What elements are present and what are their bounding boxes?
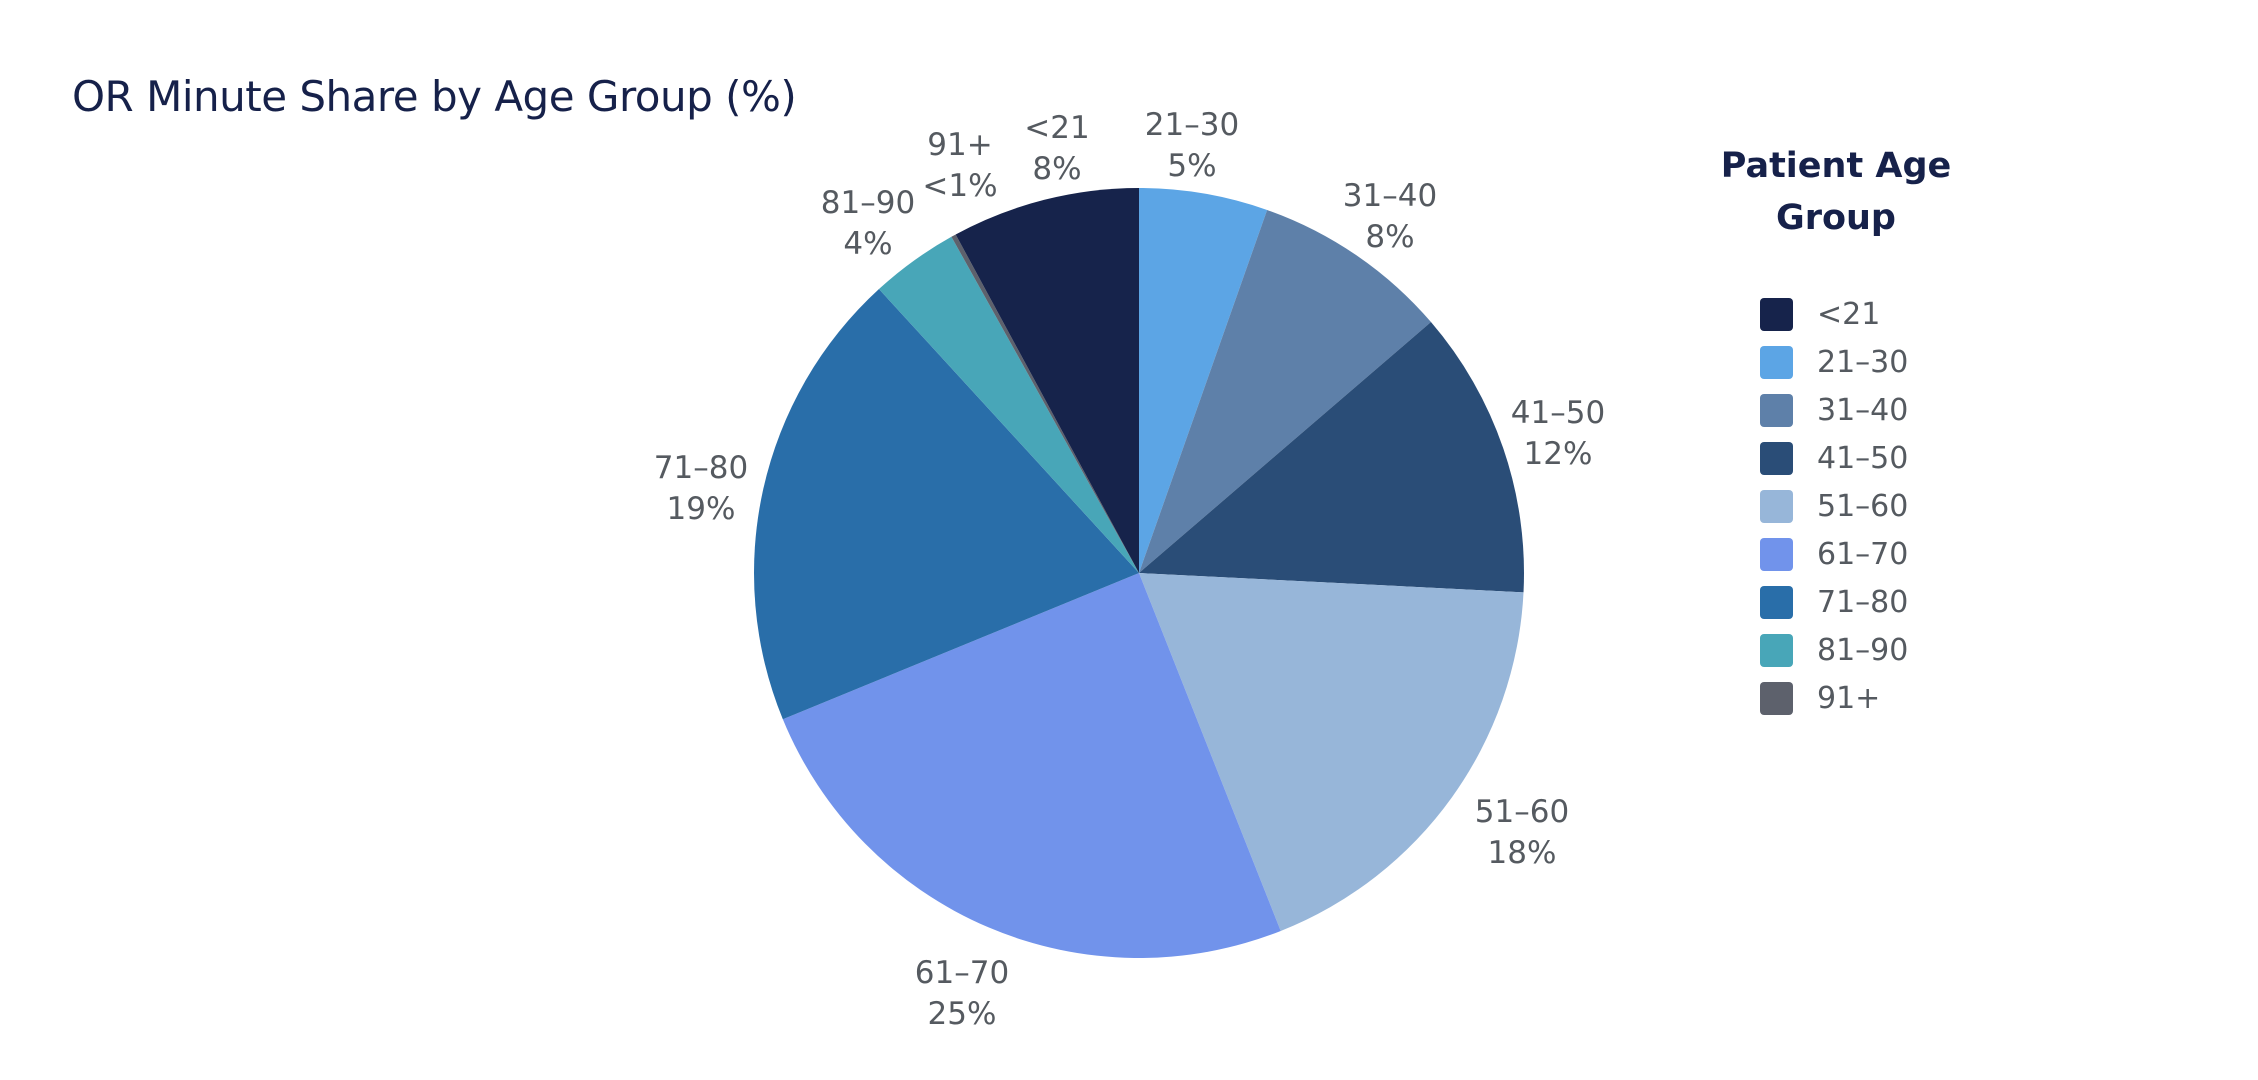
data-label-category: 61–70 xyxy=(915,955,1009,991)
data-label-category: 21–30 xyxy=(1145,107,1239,143)
legend-swatch xyxy=(1760,345,1793,379)
data-label-value: 12% xyxy=(1524,436,1593,472)
pie-slice xyxy=(951,234,1139,573)
legend-label: 81–90 xyxy=(1817,632,1909,668)
legend-item: 31–40 xyxy=(1760,392,1908,428)
data-label-value: 4% xyxy=(843,226,892,262)
legend-item: 21–30 xyxy=(1760,344,1908,380)
pie-slice xyxy=(782,573,1281,958)
legend-label: 31–40 xyxy=(1817,392,1909,428)
legend-label: 21–30 xyxy=(1817,344,1909,380)
pie-slice xyxy=(1139,322,1524,593)
data-label-value: 19% xyxy=(667,491,736,527)
legend-label: 51–60 xyxy=(1817,488,1909,524)
data-label-category: 81–90 xyxy=(821,185,915,221)
legend-label: 91+ xyxy=(1817,680,1881,716)
pie-slice xyxy=(878,236,1139,574)
pie-slice xyxy=(1139,573,1524,931)
pie-slice xyxy=(1139,209,1431,573)
legend-swatch xyxy=(1760,441,1793,475)
legend-label: 41–50 xyxy=(1817,440,1909,476)
pie-slice xyxy=(754,289,1139,720)
legend-item: 61–70 xyxy=(1760,536,1908,572)
chart-title: OR Minute Share by Age Group (%) xyxy=(72,72,797,121)
legend-swatch xyxy=(1760,681,1793,715)
data-label-category: <21 xyxy=(1024,110,1089,146)
pie-slice xyxy=(955,188,1139,573)
pie-slice xyxy=(1139,188,1268,573)
data-label-category: 41–50 xyxy=(1511,395,1605,431)
legend-label: 61–70 xyxy=(1817,536,1909,572)
data-label-category: 51–60 xyxy=(1475,794,1569,830)
data-label-category: 91+ xyxy=(927,127,992,163)
data-label-value: 25% xyxy=(928,996,997,1032)
data-label-value: <1% xyxy=(922,168,997,204)
data-label-value: 8% xyxy=(1365,219,1414,255)
legend-swatch xyxy=(1760,393,1793,427)
data-label-value: 5% xyxy=(1167,148,1216,184)
legend-swatch xyxy=(1760,297,1793,331)
legend-swatch xyxy=(1760,633,1793,667)
data-label-value: 18% xyxy=(1488,835,1557,871)
legend-swatch xyxy=(1760,585,1793,619)
legend-item: 51–60 xyxy=(1760,488,1908,524)
legend-item: 81–90 xyxy=(1760,632,1908,668)
legend-item: 41–50 xyxy=(1760,440,1908,476)
data-label-category: 71–80 xyxy=(654,450,748,486)
legend-title: Patient Age Group xyxy=(1720,146,1952,238)
legend-swatch xyxy=(1760,537,1793,571)
data-label-value: 8% xyxy=(1032,151,1081,187)
legend-item: 91+ xyxy=(1760,680,1880,716)
legend-item: <21 xyxy=(1760,296,1880,332)
data-label-category: 31–40 xyxy=(1343,178,1437,214)
legend-item: 71–80 xyxy=(1760,584,1908,620)
legend-label: 71–80 xyxy=(1817,584,1909,620)
legend-label: <21 xyxy=(1817,296,1881,332)
legend-swatch xyxy=(1760,489,1793,523)
